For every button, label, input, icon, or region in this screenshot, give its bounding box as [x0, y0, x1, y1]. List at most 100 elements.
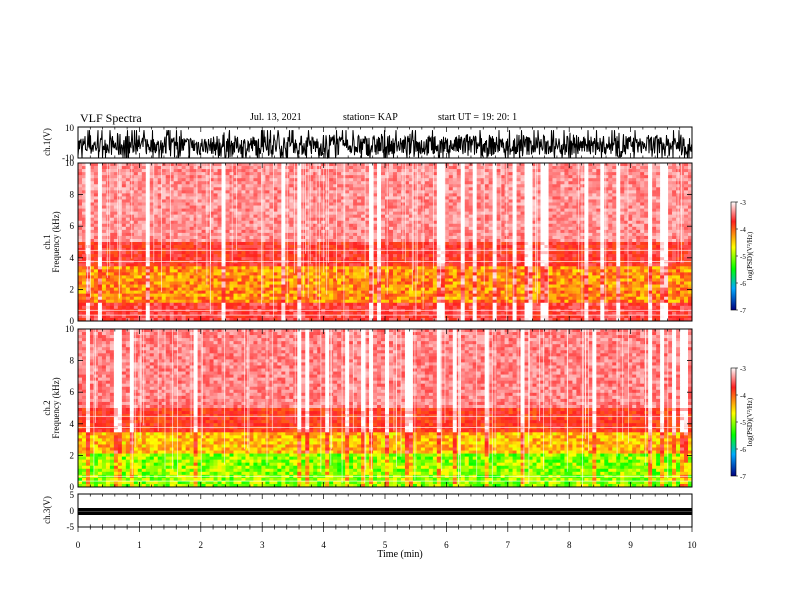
spectrogram-cell: [608, 181, 613, 185]
spectrogram-cell: [193, 217, 198, 222]
spectrogram-cell: [101, 238, 107, 243]
spectrogram-cell: [660, 254, 665, 258]
spectrogram-cell: [373, 178, 378, 182]
spectrogram-cell: [85, 211, 91, 215]
spectrogram-cell: [245, 181, 250, 185]
spectrogram-cell: [408, 202, 414, 206]
spectrogram-cell: [173, 242, 178, 246]
spectrogram-cell: [464, 208, 470, 212]
spectrogram-cell: [233, 187, 238, 191]
spectrogram-cell: [444, 196, 450, 200]
spectrogram-cell: [652, 238, 657, 243]
spectrogram-cell: [508, 245, 513, 249]
spectrogram-cell: [105, 172, 111, 176]
spectrogram-cell: [345, 242, 350, 246]
spectrogram-cell: [221, 172, 226, 176]
spectrogram-cell: [329, 214, 334, 218]
spectrogram-cell: [592, 163, 597, 167]
spectrogram-cell: [329, 184, 334, 188]
spectrogram-cell: [472, 245, 477, 249]
spectrogram-cell: [213, 172, 218, 176]
spectrogram-cell: [241, 190, 246, 194]
spectrogram-cell: [205, 181, 210, 185]
spectrogram-cell: [684, 214, 689, 218]
spectrogram-cell: [109, 169, 115, 173]
spectrogram-cell: [556, 178, 561, 182]
spectrogram-cell: [472, 251, 477, 255]
spectrogram-cell: [612, 245, 617, 249]
spectrogram-cell: [636, 166, 641, 170]
spectrogram-cell: [512, 166, 517, 170]
spectrogram-cell: [508, 190, 513, 194]
spectrogram-cell: [640, 251, 645, 255]
spectrogram-cell: [353, 193, 358, 197]
spectrogram-cell: [448, 211, 454, 215]
spectrogram-cell: [480, 226, 485, 231]
spectrogram-cell: [588, 248, 593, 252]
spectrogram-cell: [552, 187, 557, 191]
spectrogram-cell: [78, 242, 83, 246]
spectrogram-cell: [568, 208, 573, 212]
spectrogram-cell: [329, 211, 334, 215]
spectrogram-cell: [205, 242, 210, 246]
spectrogram-cell: [289, 223, 294, 228]
spectrogram-cell: [416, 232, 422, 237]
spectrogram-cell: [484, 251, 489, 255]
spectrogram-cell: [672, 208, 677, 212]
spectrogram-cell: [181, 190, 186, 194]
spectrogram-cell: [616, 172, 621, 176]
spectrogram-cell: [213, 242, 218, 246]
spectrogram-cell: [329, 238, 334, 243]
spectrogram-cell: [460, 232, 466, 237]
spectrogram-cell: [265, 163, 270, 167]
spectrogram-cell: [205, 223, 210, 228]
spectrogram-cell: [273, 172, 278, 176]
spectrogram-cell: [373, 242, 378, 246]
spectrogram-cell: [97, 163, 103, 167]
spectrogram-cell: [548, 169, 553, 173]
spectrogram-cell: [392, 199, 398, 203]
spectrogram-cell: [273, 193, 278, 197]
spectrogram-cell: [193, 242, 198, 246]
spectrogram-cell: [536, 211, 541, 215]
spectrogram-cell: [476, 193, 481, 197]
spectrogram-cell: [169, 248, 174, 252]
spectrogram-cell: [265, 242, 270, 246]
spectrogram-cell: [81, 172, 87, 176]
spectrogram-cell: [165, 208, 170, 212]
spectrogram-cell: [293, 211, 298, 215]
spectrogram-cell: [345, 187, 350, 191]
spectrogram-cell: [365, 235, 370, 240]
spectrogram-cell: [341, 208, 346, 212]
spectrogram-cell: [624, 181, 629, 185]
spectrogram-cell: [496, 257, 501, 261]
spectrogram-cell: [117, 242, 123, 246]
spectrogram-cell: [277, 211, 282, 215]
spectrogram-cell: [428, 257, 434, 261]
spectrogram-cell: [648, 232, 653, 237]
spectrogram-cell: [153, 190, 159, 194]
spectrogram-cell: [373, 254, 378, 258]
spectrogram-cell: [488, 238, 493, 243]
spectrogram-cell: [209, 220, 214, 225]
spectrogram-cell: [492, 202, 497, 206]
spectrogram-cell: [472, 254, 477, 258]
spectrogram-cell: [568, 178, 573, 182]
spectrogram-cell: [373, 193, 378, 197]
spectrogram-cell: [516, 184, 521, 188]
spectrogram-cell: [85, 205, 91, 209]
spectrogram-cell: [177, 238, 182, 243]
spectrogram-cell: [117, 214, 123, 218]
spectrogram-cell: [381, 217, 386, 222]
spectrogram-cell: [468, 181, 474, 185]
spectrogram-cell: [564, 190, 569, 194]
spectrogram-cell: [361, 214, 366, 218]
spectrogram-cell: [436, 163, 442, 167]
spectrogram-cell: [512, 169, 517, 173]
spectrogram-cell: [105, 223, 111, 228]
spectrogram-cell: [600, 178, 605, 182]
spectrogram-cell: [297, 181, 302, 185]
spectrogram-cell: [197, 184, 202, 188]
spectrogram-cell: [233, 211, 238, 215]
spectrogram-cell: [193, 187, 198, 191]
